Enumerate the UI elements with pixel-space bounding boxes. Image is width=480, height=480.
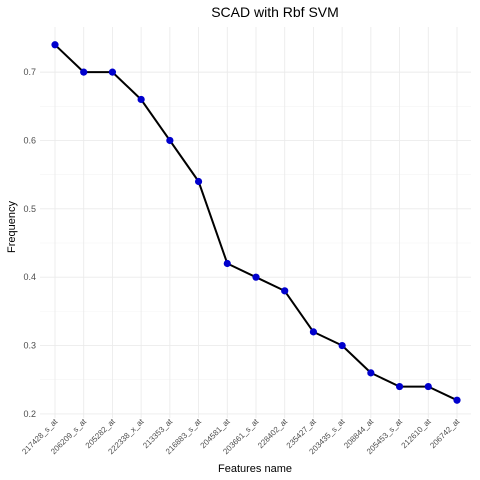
data-point: [338, 341, 346, 350]
y-tick-label: 0.3: [23, 341, 36, 351]
data-point: [281, 287, 289, 295]
data-points: [51, 41, 461, 404]
data-point: [80, 68, 88, 76]
data-point: [223, 259, 231, 268]
data-point: [51, 41, 59, 49]
y-axis-title: Frequency: [6, 201, 18, 253]
y-tick-label: 0.5: [23, 204, 36, 214]
data-point: [367, 369, 375, 377]
chart-title: SCAD with Rbf SVM: [211, 4, 339, 20]
grid: [40, 27, 471, 418]
x-tick-labels: 217428_s_at206209_s_at205282_at222338_x_…: [20, 417, 462, 457]
y-tick-label: 0.7: [23, 67, 36, 77]
data-point: [395, 382, 404, 391]
data-point: [166, 136, 174, 145]
x-tick-label: 206742_at: [428, 417, 462, 451]
data-point: [453, 396, 461, 404]
data-point: [108, 68, 117, 76]
y-tick-labels: 0.2 0.3 0.4 0.5 0.6 0.7: [23, 67, 36, 419]
x-axis-title: Features name: [218, 463, 292, 475]
x-tick-label: 228402_at: [256, 417, 290, 451]
data-point: [309, 328, 318, 336]
data-point: [252, 273, 260, 281]
data-point: [424, 382, 432, 391]
y-tick-label: 0.4: [23, 272, 36, 282]
x-tick-label: 212610_at: [400, 417, 434, 451]
data-point: [194, 177, 203, 186]
data-point: [137, 95, 145, 104]
y-tick-label: 0.2: [23, 409, 36, 419]
y-tick-label: 0.6: [23, 135, 36, 145]
